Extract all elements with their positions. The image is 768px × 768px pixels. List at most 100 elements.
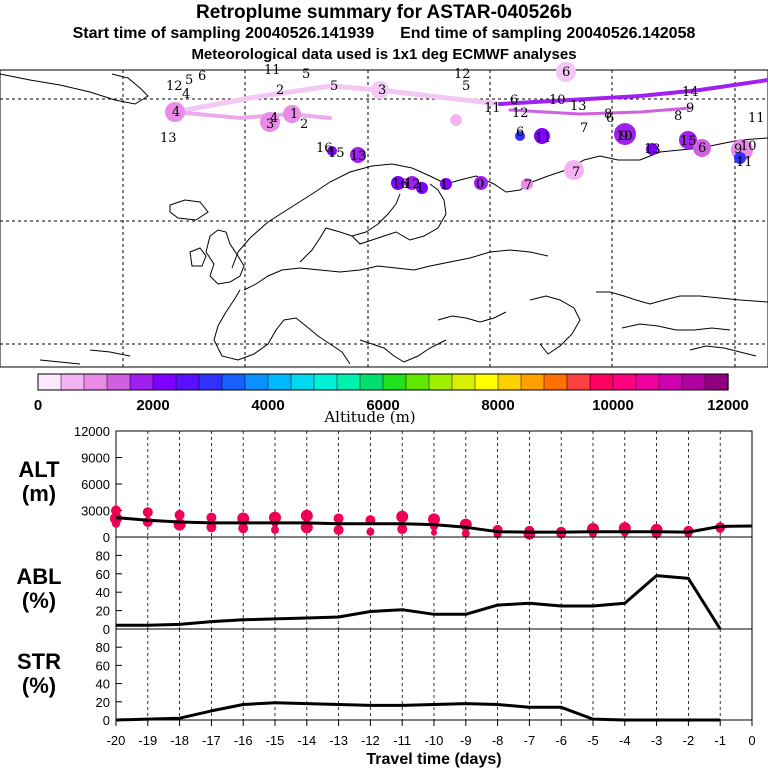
plume-label: 14: [682, 85, 699, 100]
plume-label: 15: [680, 134, 697, 149]
plume-label: 1: [290, 107, 298, 122]
chart-title: Retroplume summary for ASTAR-040526b: [196, 2, 572, 23]
plume-label: 5: [330, 79, 338, 94]
plume-label: 4: [172, 105, 180, 120]
plume-label: 0: [476, 177, 484, 192]
plume-label: 12: [166, 79, 183, 94]
plume-label: 10: [549, 93, 566, 108]
colorbar-swatch: [267, 373, 292, 391]
plume-label: 5: [462, 79, 470, 94]
x-tick-label: -15: [266, 733, 285, 748]
str-label-name: STR: [17, 649, 61, 674]
y-tick-label: 20: [96, 604, 110, 619]
colorbar-tick: 2000: [136, 397, 169, 414]
altitude-point: [174, 509, 185, 520]
colorbar-tick: 4000: [251, 397, 284, 414]
colorbar-swatch: [543, 373, 568, 391]
plume-label: 6: [516, 125, 524, 140]
colorbar-swatch: [658, 373, 683, 391]
y-tick-label: 9000: [81, 451, 110, 466]
altitude-point: [431, 529, 437, 536]
y-tick-label: 40: [96, 585, 110, 600]
y-tick-label: 0: [103, 622, 110, 637]
x-tick-label: -1: [714, 733, 726, 748]
colorbar-tick: 6000: [366, 397, 399, 414]
colorbar: 0 2000 4000 6000 8000 10000 12000 Altitude (m): [34, 373, 749, 426]
colorbar-swatch: [336, 373, 361, 391]
series-line: [115, 701, 721, 722]
colorbar-label: Altitude (m): [323, 408, 415, 426]
plume-label: 13: [570, 99, 587, 114]
colorbar-swatch: [60, 373, 85, 391]
y-tick-label: 0: [103, 530, 110, 545]
altitude-point: [269, 511, 281, 524]
x-axis-label: Travel time (days): [366, 751, 501, 768]
colorbar-swatch: [681, 373, 706, 391]
plume-label: 9: [620, 129, 628, 144]
colorbar-swatch: [83, 373, 108, 391]
colorbar-tick: 10000: [592, 397, 634, 414]
y-tick-label: 80: [96, 640, 110, 655]
x-tick-label: -18: [170, 733, 189, 748]
colorbar-swatch: [244, 373, 269, 391]
panel-1: 0 3000 6000 9000 12000: [74, 424, 753, 545]
end-time-label: End time of sampling 20040526.142058: [400, 25, 696, 42]
altitude-point: [333, 513, 344, 524]
colorbar-swatch: [497, 373, 522, 391]
colorbar-swatch: [566, 373, 591, 391]
colorbar-tick: 8000: [481, 397, 514, 414]
plume-label: 8: [604, 107, 612, 122]
y-tick-label: 3000: [81, 504, 110, 519]
colorbar-tick: 12000: [707, 397, 749, 414]
colorbar-swatch: [175, 373, 200, 391]
alt-panel-label: ALT (m): [10, 458, 68, 506]
plume-label: 10: [616, 129, 633, 144]
plume-label: 11: [748, 111, 765, 126]
colorbar-swatches: [37, 373, 729, 391]
series-line: [116, 574, 722, 630]
plume-label: 11: [264, 63, 281, 78]
altitude-point: [206, 522, 217, 533]
colorbar-swatch: [428, 373, 453, 391]
plume-markers: [165, 62, 753, 194]
colorbar-swatch: [474, 373, 499, 391]
plume-label: 11: [736, 155, 753, 170]
x-tick-label: -11: [393, 733, 411, 748]
x-tick-label: -2: [683, 733, 695, 748]
coastlines: [0, 73, 768, 365]
colorbar-swatch: [290, 373, 315, 391]
y-tick-label: 0: [103, 713, 110, 728]
plume-label: 11: [484, 101, 501, 116]
plume-label: 11: [535, 131, 552, 146]
plume-label: 9: [734, 142, 742, 157]
plume-label: 13: [350, 149, 367, 164]
plume-label: 4: [182, 87, 190, 102]
abl-label-unit: (%): [21, 588, 57, 613]
altitude-point: [428, 513, 440, 526]
altitude-point: [396, 510, 409, 523]
colorbar-swatch: [520, 373, 545, 391]
colorbar-swatch: [37, 373, 62, 391]
altitude-point: [271, 525, 279, 534]
x-tick-label: -9: [460, 733, 472, 748]
abl-panel-label: ABL (%): [10, 565, 68, 613]
colorbar-swatch: [405, 373, 430, 391]
plume-label: 16: [316, 141, 333, 156]
x-tick-label: -6: [555, 733, 567, 748]
plume-label: 5: [185, 73, 193, 88]
plume-label: 8: [674, 109, 682, 124]
colorbar-swatch: [589, 373, 614, 391]
plume-label: 3: [378, 83, 386, 98]
plume-label: 5: [302, 67, 310, 82]
altitude-point: [333, 524, 344, 535]
colorbar-swatch: [198, 373, 223, 391]
colorbar-swatch: [612, 373, 637, 391]
plume-label: 2: [300, 117, 308, 132]
x-tick-label: -3: [651, 733, 663, 748]
plume-label: 7: [524, 178, 532, 193]
plume-label: 1: [440, 178, 448, 193]
colorbar-tick: 0: [34, 397, 42, 414]
